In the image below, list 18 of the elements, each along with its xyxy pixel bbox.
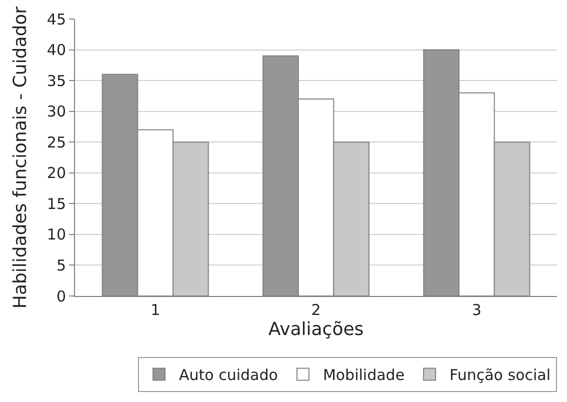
x-tick-label: 3 [472, 301, 482, 319]
x-tick-label: 2 [311, 301, 321, 319]
legend-label: Auto cuidado [179, 366, 278, 384]
y-tick-label: 40 [46, 41, 66, 60]
x-tick-label: 1 [150, 301, 160, 319]
y-axis-title: Habilidades funcionais - Cuidador [10, 6, 32, 309]
y-tick-label: 25 [46, 133, 66, 152]
y-tick-label: 30 [46, 102, 66, 121]
y-tick-label: 10 [46, 226, 66, 244]
y-tick-label: 45 [46, 10, 66, 28]
legend-label: Função social [450, 366, 551, 384]
y-tick-label: 5 [56, 256, 66, 274]
x-axis-title: Avaliações [268, 319, 364, 340]
y-tick-label: 15 [46, 194, 66, 213]
legend-label: Mobilidade [322, 366, 405, 384]
y-tick-label: 0 [56, 287, 66, 306]
y-tick-label: 20 [46, 164, 66, 182]
y-tick-label: 35 [46, 72, 66, 90]
